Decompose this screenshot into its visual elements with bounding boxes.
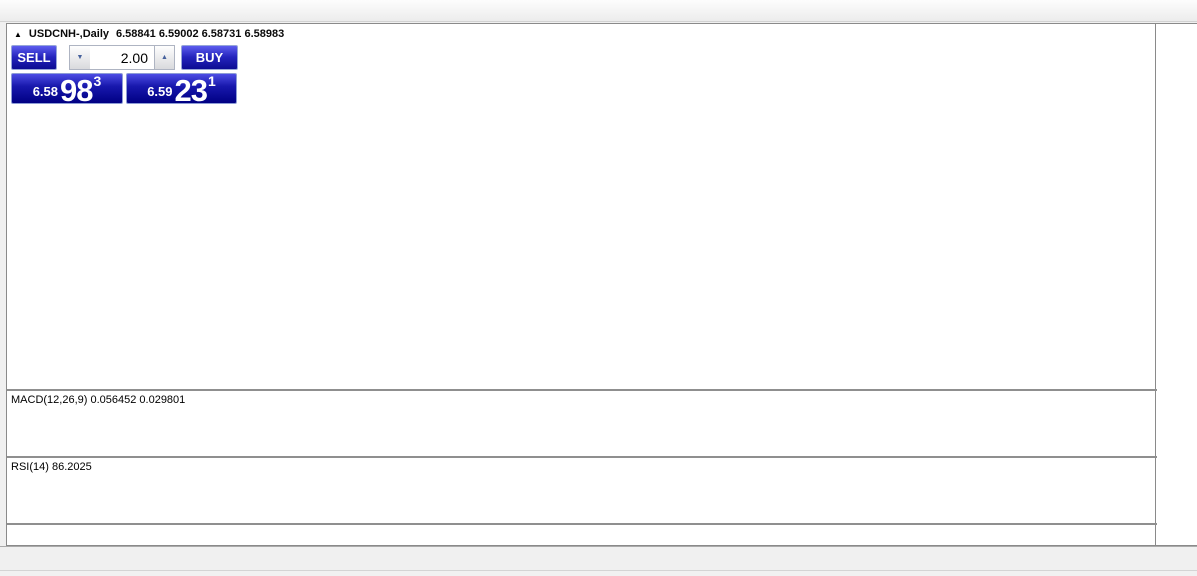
ask-price-major: 6.59 bbox=[147, 84, 173, 99]
macd-canvas[interactable] bbox=[7, 391, 1155, 456]
bid-price-major: 6.58 bbox=[32, 84, 59, 99]
ask-price-box[interactable]: 6.59 23 1 bbox=[126, 73, 237, 108]
bid-price-box[interactable]: 6.58 98 3 bbox=[11, 73, 123, 108]
bid-price-pips: 98 bbox=[60, 73, 93, 108]
date-axis bbox=[7, 525, 1156, 545]
chart-tab-bar bbox=[0, 546, 1197, 570]
main-chart-pane[interactable]: ▲ USDCNH-,Daily 6.58841 6.59002 6.58731 … bbox=[7, 24, 1156, 389]
macd-label: MACD(12,26,9) 0.056452 0.029801 bbox=[11, 394, 186, 406]
volume-increase-button[interactable]: ▲ bbox=[154, 45, 175, 70]
buy-button[interactable]: BUY bbox=[181, 45, 238, 70]
pane-divider[interactable] bbox=[7, 456, 1196, 458]
volume-decrease-button[interactable]: ▼ bbox=[69, 45, 90, 70]
chevron-down-icon: ▼ bbox=[76, 54, 84, 61]
chart-ohlc-values: 6.58841 6.59002 6.58731 6.58983 bbox=[116, 28, 285, 40]
macd-pane[interactable]: MACD(12,26,9) 0.056452 0.029801 bbox=[7, 391, 1156, 456]
one-click-trade-panel: SELL ▼ ▲ BUY 6.58 98 3 6.59 23 1 bbox=[11, 45, 241, 108]
chart-window: ▲ USDCNH-,Daily 6.58841 6.59002 6.58731 … bbox=[6, 23, 1197, 546]
sell-button[interactable]: SELL bbox=[11, 45, 57, 70]
bottom-strip bbox=[0, 570, 1197, 576]
chevron-up-icon: ▲ bbox=[161, 54, 168, 61]
ask-price-point: 1 bbox=[208, 73, 216, 89]
collapse-chart-icon[interactable]: ▲ bbox=[14, 29, 22, 39]
chart-symbol-period: USDCNH-,Daily bbox=[28, 28, 109, 40]
volume-input[interactable] bbox=[90, 45, 154, 70]
timeframe-toolbar bbox=[0, 0, 1197, 22]
pane-divider bbox=[7, 523, 1196, 525]
price-scale bbox=[1157, 24, 1196, 545]
pane-divider[interactable] bbox=[7, 389, 1196, 391]
ask-price-pips: 23 bbox=[174, 73, 208, 108]
rsi-canvas[interactable] bbox=[7, 458, 1155, 523]
rsi-label: RSI(14) 86.2025 bbox=[11, 461, 92, 473]
rsi-pane[interactable]: RSI(14) 86.2025 bbox=[7, 458, 1156, 523]
bid-price-point: 3 bbox=[93, 73, 102, 89]
chart-title: ▲ USDCNH-,Daily 6.58841 6.59002 6.58731 … bbox=[14, 28, 284, 40]
